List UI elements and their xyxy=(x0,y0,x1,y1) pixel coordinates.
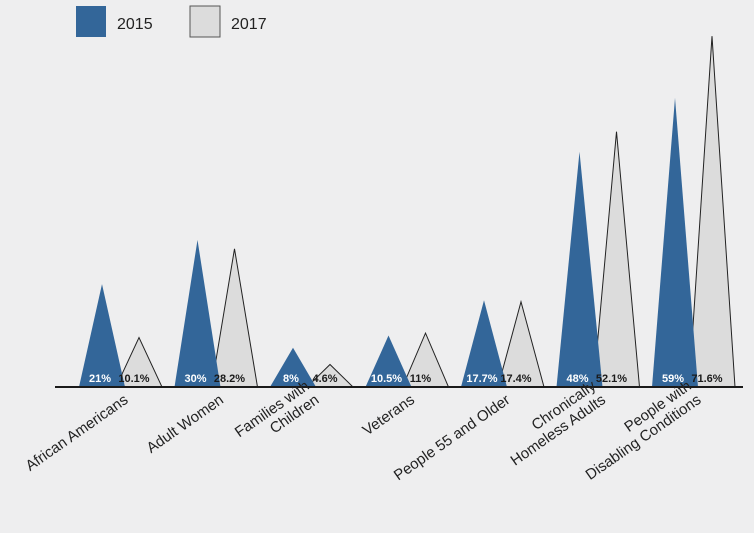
category-label-0: African Americans xyxy=(23,391,132,474)
value-label-2017-2: 4.6% xyxy=(312,373,337,385)
legend-swatch-2015 xyxy=(76,6,106,37)
bar-2015-1 xyxy=(174,240,221,387)
bar-2015-5 xyxy=(556,151,603,387)
bar-2015-4 xyxy=(461,300,507,387)
category-label-5: ChronicallyHomeless Adults xyxy=(498,377,609,469)
value-label-2017-1: 28.2% xyxy=(214,373,245,385)
category-label-1: Adult Women xyxy=(144,391,227,456)
bar-2015-3 xyxy=(365,335,412,387)
value-label-2015-3: 10.5% xyxy=(371,373,402,385)
bar-2015-2 xyxy=(270,347,316,387)
legend-label-2015: 2015 xyxy=(117,16,153,33)
bar-2017-1 xyxy=(210,248,259,388)
legend-swatch-2017 xyxy=(189,5,221,38)
category-label-2: Families withChildren xyxy=(232,377,323,455)
bar-2017-6 xyxy=(688,36,736,388)
value-label-2017-3: 11% xyxy=(410,373,432,385)
bar-2015-6 xyxy=(652,97,698,388)
value-label-2017-6: 71.6% xyxy=(691,373,722,385)
value-label-2017-4: 17.4% xyxy=(500,373,531,385)
bar-2017-5 xyxy=(592,131,641,388)
value-label-2015-0: 21% xyxy=(89,373,111,385)
category-label-3: Veterans xyxy=(360,391,418,439)
value-label-2015-6: 59% xyxy=(662,373,684,385)
category-labels: African Americans Adult Women Families wit… xyxy=(23,377,705,484)
value-label-2017-0: 10.1% xyxy=(118,373,149,385)
value-label-2017-5: 52.1% xyxy=(596,373,627,385)
value-label-2015-5: 48% xyxy=(566,373,588,385)
bar-2015-0 xyxy=(79,284,125,387)
value-label-2015-1: 30% xyxy=(184,373,206,385)
legend: 2015 2017 xyxy=(76,5,267,38)
legend-label-2017: 2017 xyxy=(231,16,267,33)
value-label-2015-4: 17.7% xyxy=(466,373,497,385)
value-label-2015-2: 8% xyxy=(283,373,299,385)
chart-labels: 21% 10.1% 30% 28.2% 8% 4.6% 10.5% 11% 17.7% 17.4%… xyxy=(89,373,723,385)
chart-marks xyxy=(79,36,736,388)
